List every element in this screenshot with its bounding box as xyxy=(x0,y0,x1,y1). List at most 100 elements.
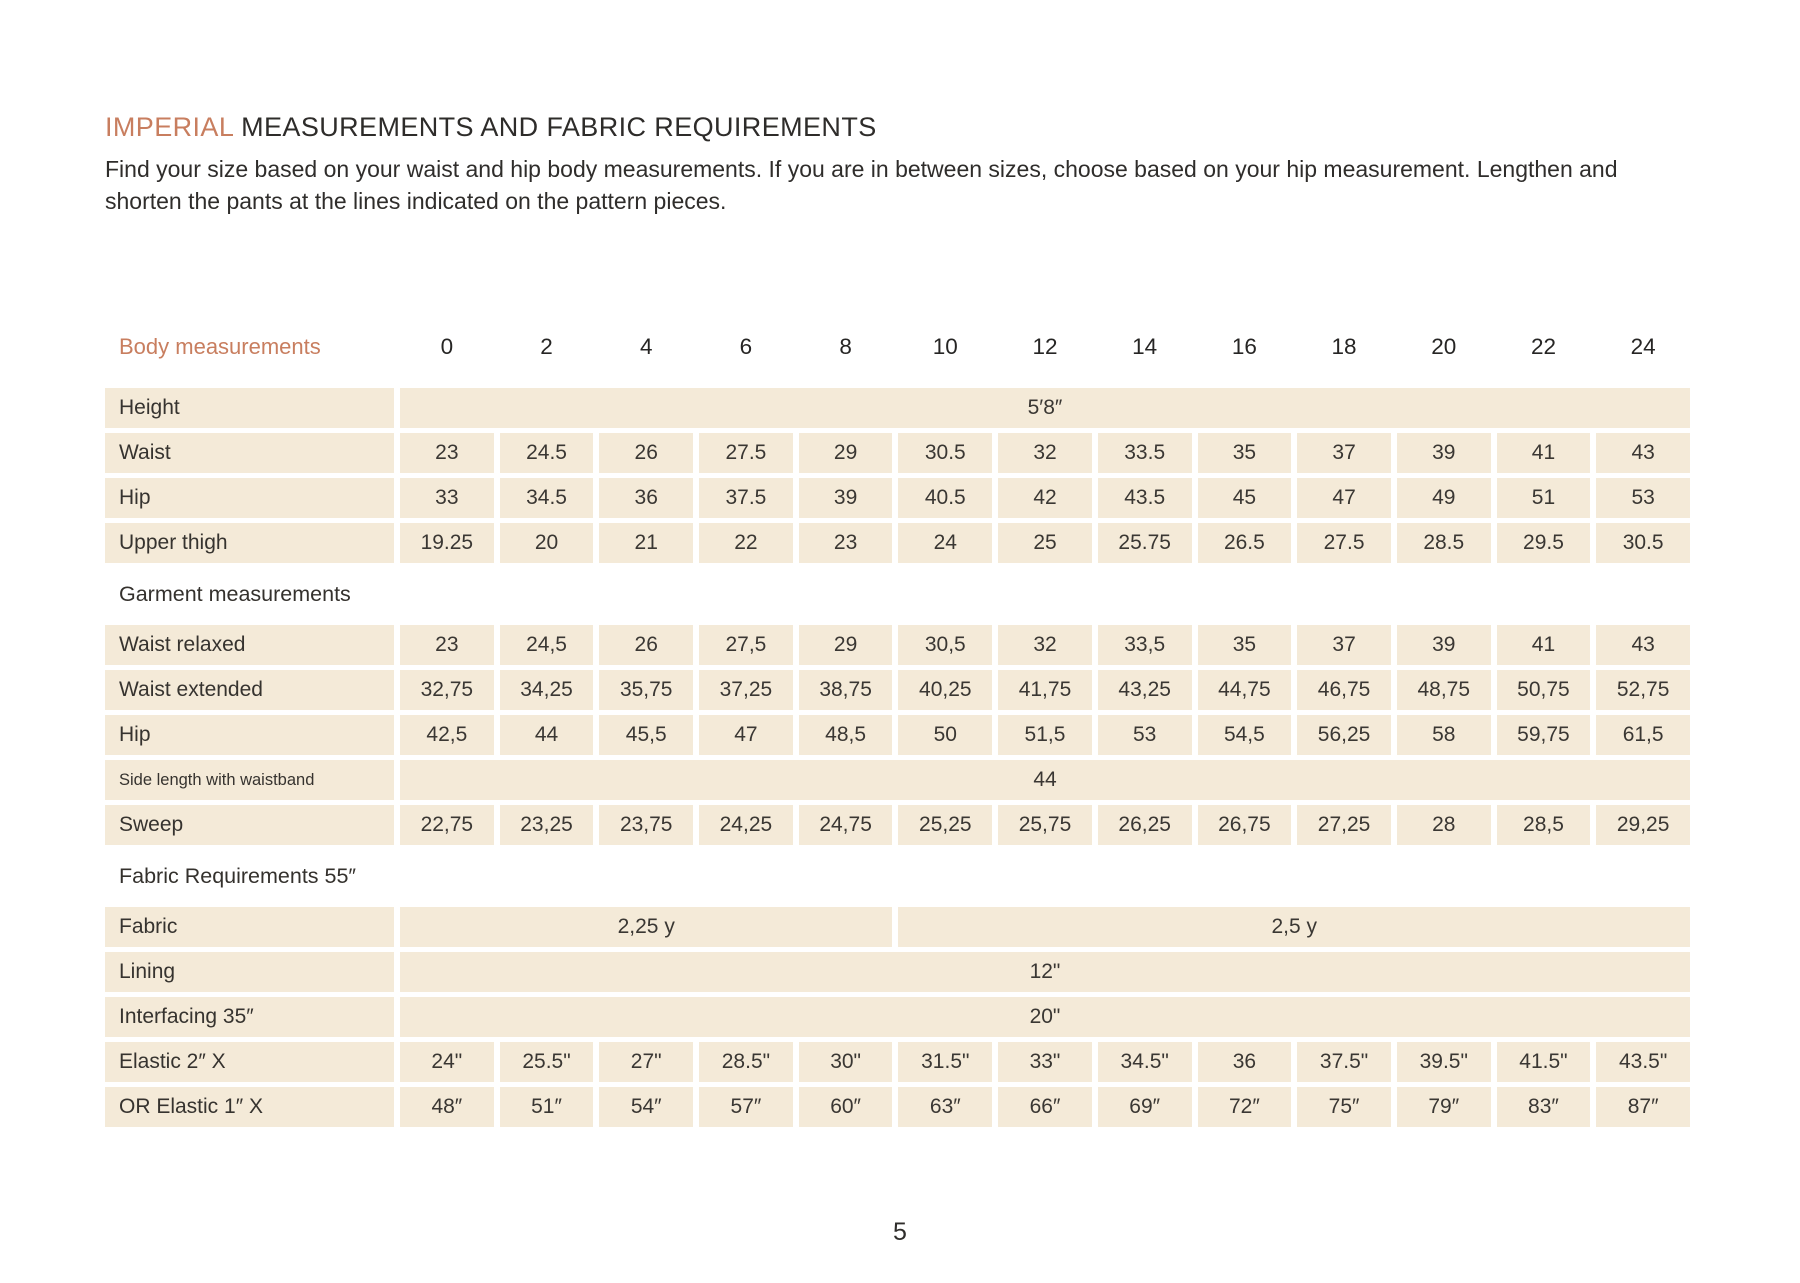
value-cell: 19.25 xyxy=(400,523,494,563)
row-label-waist: Waist xyxy=(105,433,394,473)
value-cell: 44 xyxy=(499,715,594,755)
value-cell: 43.5" xyxy=(1596,1042,1690,1082)
value-cell: 23 xyxy=(400,625,494,665)
value-cell: 45 xyxy=(1197,478,1292,518)
merged-value-cell: 20" xyxy=(400,997,1690,1037)
value-cell: 79″ xyxy=(1396,1087,1491,1127)
row-label-elastic-2-x: Elastic 2″ X xyxy=(105,1042,394,1082)
value-cell: 49 xyxy=(1396,478,1491,518)
merged-value-cell: 5′8″ xyxy=(400,388,1690,428)
size-column-header-16: 16 xyxy=(1231,334,1257,359)
value-cell: 53 xyxy=(1097,715,1192,755)
size-column-header-0: 0 xyxy=(440,334,454,359)
row-label-upper-thigh: Upper thigh xyxy=(105,523,394,563)
value-cell: 29 xyxy=(798,625,893,665)
value-cell: 28,5 xyxy=(1496,805,1591,845)
value-cell: 26 xyxy=(599,433,694,473)
value-cell: 48,75 xyxy=(1396,670,1491,710)
value-cell: 39 xyxy=(1396,433,1491,473)
value-cell: 41,75 xyxy=(998,670,1092,710)
row-label-hip: Hip xyxy=(105,715,394,755)
value-cell: 42 xyxy=(998,478,1092,518)
size-column-header-14: 14 xyxy=(1132,334,1158,359)
value-cell: 23 xyxy=(400,433,494,473)
row-label-hip: Hip xyxy=(105,478,394,518)
row-label-height: Height xyxy=(105,388,394,428)
value-cell: 37 xyxy=(1297,433,1391,473)
value-cell: 51,5 xyxy=(998,715,1092,755)
value-cell: 33,5 xyxy=(1097,625,1192,665)
value-cell: 41.5" xyxy=(1496,1042,1591,1082)
value-cell: 43,25 xyxy=(1097,670,1192,710)
value-cell: 57″ xyxy=(699,1087,793,1127)
row-label-waist-relaxed: Waist relaxed xyxy=(105,625,394,665)
value-cell: 83″ xyxy=(1496,1087,1591,1127)
value-cell: 24.5 xyxy=(499,433,594,473)
value-cell: 37.5" xyxy=(1297,1042,1391,1082)
value-cell: 39 xyxy=(798,478,893,518)
value-cell: 34,25 xyxy=(499,670,594,710)
size-column-header-22: 22 xyxy=(1530,334,1556,359)
row-label-waist-extended: Waist extended xyxy=(105,670,394,710)
value-cell: 27.5 xyxy=(1297,523,1391,563)
value-cell: 25,25 xyxy=(898,805,993,845)
value-cell: 75″ xyxy=(1297,1087,1391,1127)
value-cell: 32,75 xyxy=(400,670,494,710)
value-cell: 87″ xyxy=(1596,1087,1690,1127)
value-cell: 29,25 xyxy=(1596,805,1690,845)
value-cell: 53 xyxy=(1596,478,1690,518)
value-cell: 30.5 xyxy=(1596,523,1690,563)
value-cell: 27,25 xyxy=(1297,805,1391,845)
value-cell: 29.5 xyxy=(1496,523,1591,563)
value-cell: 33.5 xyxy=(1097,433,1192,473)
value-cell: 21 xyxy=(599,523,694,563)
value-cell: 26,75 xyxy=(1197,805,1292,845)
value-cell: 41 xyxy=(1496,625,1591,665)
value-cell: 30" xyxy=(798,1042,893,1082)
value-cell: 47 xyxy=(1297,478,1391,518)
intro-paragraph: Find your size based on your waist and h… xyxy=(105,156,1618,214)
value-cell: 54,5 xyxy=(1197,715,1292,755)
value-cell: 54″ xyxy=(599,1087,694,1127)
value-cell: 37,25 xyxy=(699,670,793,710)
value-cell: 42,5 xyxy=(400,715,494,755)
merged-value-cell: 12" xyxy=(400,952,1690,992)
value-cell: 35,75 xyxy=(599,670,694,710)
page-title: IMPERIAL MEASUREMENTS AND FABRIC REQUIRE… xyxy=(105,112,1665,143)
value-cell: 39.5" xyxy=(1396,1042,1491,1082)
value-cell: 24 xyxy=(898,523,993,563)
merged-value-cell: 2,5 y xyxy=(898,907,1690,947)
value-cell: 33" xyxy=(998,1042,1092,1082)
value-cell: 27" xyxy=(599,1042,694,1082)
value-cell: 56,25 xyxy=(1297,715,1391,755)
value-cell: 28.5 xyxy=(1396,523,1491,563)
size-column-header-6: 6 xyxy=(739,334,753,359)
value-cell: 46,75 xyxy=(1297,670,1391,710)
value-cell: 34.5 xyxy=(499,478,594,518)
value-cell: 30,5 xyxy=(898,625,993,665)
value-cell: 43.5 xyxy=(1097,478,1192,518)
value-cell: 38,75 xyxy=(798,670,893,710)
value-cell: 51″ xyxy=(499,1087,594,1127)
value-cell: 29 xyxy=(798,433,893,473)
value-cell: 24" xyxy=(400,1042,494,1082)
value-cell: 37 xyxy=(1297,625,1391,665)
value-cell: 36 xyxy=(1197,1042,1292,1082)
value-cell: 69″ xyxy=(1097,1087,1192,1127)
value-cell: 27.5 xyxy=(699,433,793,473)
value-cell: 66″ xyxy=(998,1087,1092,1127)
value-cell: 30.5 xyxy=(898,433,993,473)
value-cell: 41 xyxy=(1496,433,1591,473)
size-column-header-4: 4 xyxy=(639,334,653,359)
value-cell: 40,25 xyxy=(898,670,993,710)
value-cell: 23,75 xyxy=(599,805,694,845)
value-cell: 28.5" xyxy=(699,1042,793,1082)
size-column-header-10: 10 xyxy=(932,334,958,359)
value-cell: 63″ xyxy=(898,1087,993,1127)
row-label-or-elastic-1-x: OR Elastic 1″ X xyxy=(105,1087,394,1127)
size-column-header-18: 18 xyxy=(1331,334,1357,359)
value-cell: 43 xyxy=(1596,625,1690,665)
value-cell: 37.5 xyxy=(699,478,793,518)
value-cell: 26,25 xyxy=(1097,805,1192,845)
